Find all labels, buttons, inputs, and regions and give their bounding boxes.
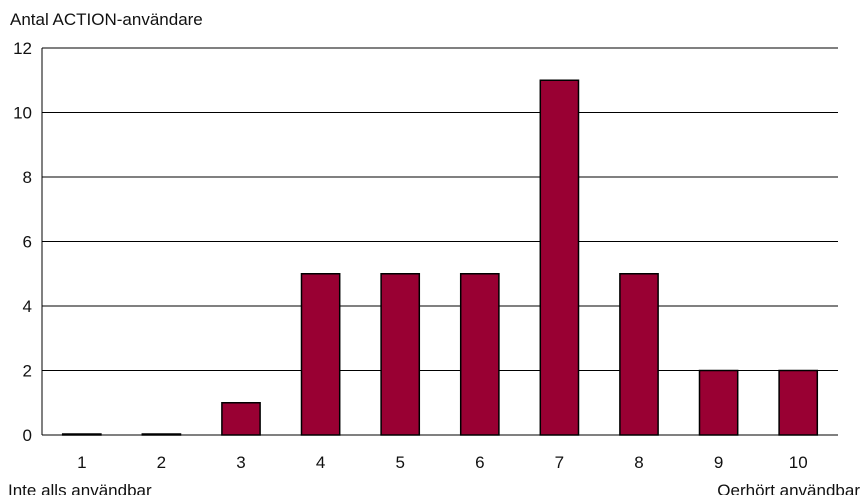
bar-9 xyxy=(698,369,739,436)
y-tick-label: 12 xyxy=(13,39,32,58)
y-tick-label: 8 xyxy=(23,168,32,187)
bars xyxy=(61,79,819,436)
x-tick-label: 3 xyxy=(236,453,245,472)
x-tick-label: 4 xyxy=(316,453,325,472)
y-axis-title: Antal ACTION-användare xyxy=(10,10,203,29)
bar-1 xyxy=(61,433,102,436)
scale-high-label: Oerhört användbar xyxy=(717,481,860,495)
y-tick-label: 10 xyxy=(13,104,32,123)
x-tick-label: 7 xyxy=(555,453,564,472)
x-tick-label: 5 xyxy=(395,453,404,472)
bar-10 xyxy=(778,369,819,436)
bar-8 xyxy=(619,273,659,436)
x-tick-label: 9 xyxy=(714,453,723,472)
bar-2 xyxy=(141,433,182,436)
x-tick-label: 1 xyxy=(77,453,86,472)
y-axis-ticks: 0 2 4 6 8 10 12 xyxy=(13,39,32,445)
bar-4 xyxy=(300,273,341,436)
scale-low-label: Inte alls användbar xyxy=(8,481,152,495)
y-tick-label: 4 xyxy=(23,297,32,316)
x-axis-ticks: 1 2 3 4 5 6 7 8 9 10 xyxy=(77,453,808,472)
bar-7 xyxy=(539,79,580,436)
bar-3 xyxy=(221,402,261,436)
x-tick-label: 6 xyxy=(475,453,484,472)
y-tick-label: 0 xyxy=(23,426,32,445)
x-tick-label: 10 xyxy=(789,453,808,472)
gridlines xyxy=(41,47,838,436)
y-tick-label: 6 xyxy=(23,233,32,252)
bar-5 xyxy=(380,273,421,436)
bar-6 xyxy=(459,273,500,436)
y-tick-label: 2 xyxy=(23,362,32,381)
x-tick-label: 2 xyxy=(157,453,166,472)
x-tick-label: 8 xyxy=(634,453,643,472)
